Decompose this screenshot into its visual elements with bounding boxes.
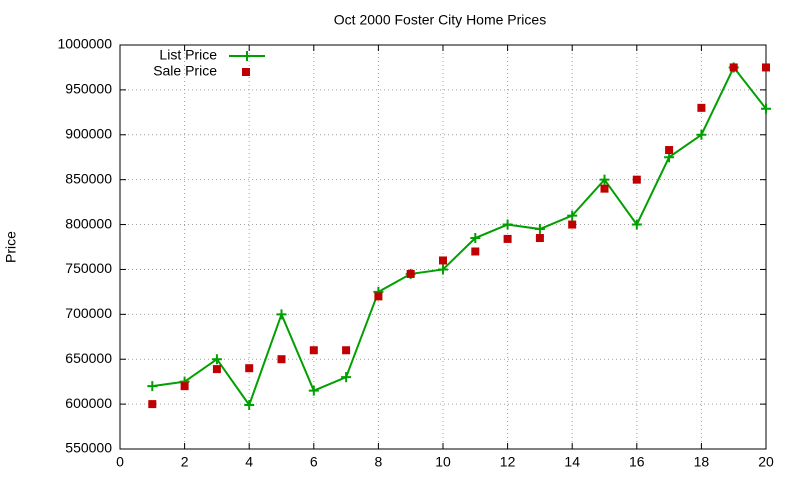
y-axis-label: Price xyxy=(3,231,19,263)
legend-swatch xyxy=(242,51,252,61)
point xyxy=(438,264,448,275)
legend-label: List Price xyxy=(159,47,217,63)
y-tick-label: 950000 xyxy=(65,81,112,97)
point xyxy=(439,256,447,265)
point xyxy=(665,146,674,155)
x-tick-label: 2 xyxy=(181,454,189,470)
point xyxy=(212,365,221,374)
x-tick-label: 14 xyxy=(564,454,580,470)
point xyxy=(600,184,609,193)
x-tick-label: 20 xyxy=(758,454,774,470)
series-line xyxy=(152,65,767,408)
y-tick-label: 800000 xyxy=(65,215,112,231)
point xyxy=(599,174,610,185)
x-tick-label: 18 xyxy=(694,454,710,470)
point xyxy=(276,309,287,320)
plot-frame xyxy=(119,44,767,450)
point xyxy=(148,400,157,409)
x-tick-label: 8 xyxy=(375,454,383,470)
x-tick-label: 0 xyxy=(116,454,124,470)
x-tick-label: 10 xyxy=(435,454,451,470)
point xyxy=(342,346,351,355)
point xyxy=(309,346,318,355)
y-tick-label: 750000 xyxy=(65,260,112,276)
point xyxy=(631,219,642,230)
point xyxy=(470,233,481,244)
y-tick-label: 850000 xyxy=(65,170,112,186)
point xyxy=(568,220,577,229)
point xyxy=(244,400,255,411)
point xyxy=(502,219,513,230)
point xyxy=(406,269,415,278)
y-tick-label: 900000 xyxy=(65,125,112,141)
point xyxy=(696,129,707,140)
point xyxy=(761,103,771,114)
y-tick-label: 600000 xyxy=(65,395,112,411)
point xyxy=(277,355,286,364)
point xyxy=(180,382,189,391)
chart-title: Oct 2000 Foster City Home Prices xyxy=(334,12,546,28)
point xyxy=(534,224,545,235)
x-tick-label: 6 xyxy=(310,454,318,470)
point xyxy=(567,210,578,221)
y-tick-label: 1000000 xyxy=(57,36,112,52)
x-tick-label: 12 xyxy=(500,454,516,470)
point xyxy=(503,234,512,243)
point xyxy=(697,103,706,112)
legend-swatch xyxy=(242,68,250,76)
point xyxy=(245,364,254,373)
x-tick-label: 4 xyxy=(245,454,253,470)
point xyxy=(632,175,641,184)
y-tick-label: 650000 xyxy=(65,350,112,366)
point xyxy=(374,292,383,301)
point xyxy=(471,247,480,256)
point xyxy=(341,372,352,383)
point xyxy=(762,63,770,72)
legend-label: Sale Price xyxy=(153,63,217,79)
point xyxy=(308,385,319,396)
y-tick-label: 550000 xyxy=(65,440,112,456)
point xyxy=(729,63,738,72)
y-tick-label: 700000 xyxy=(65,305,112,321)
point xyxy=(147,381,158,392)
point xyxy=(535,234,544,243)
point xyxy=(211,354,222,365)
x-tick-label: 16 xyxy=(629,454,645,470)
